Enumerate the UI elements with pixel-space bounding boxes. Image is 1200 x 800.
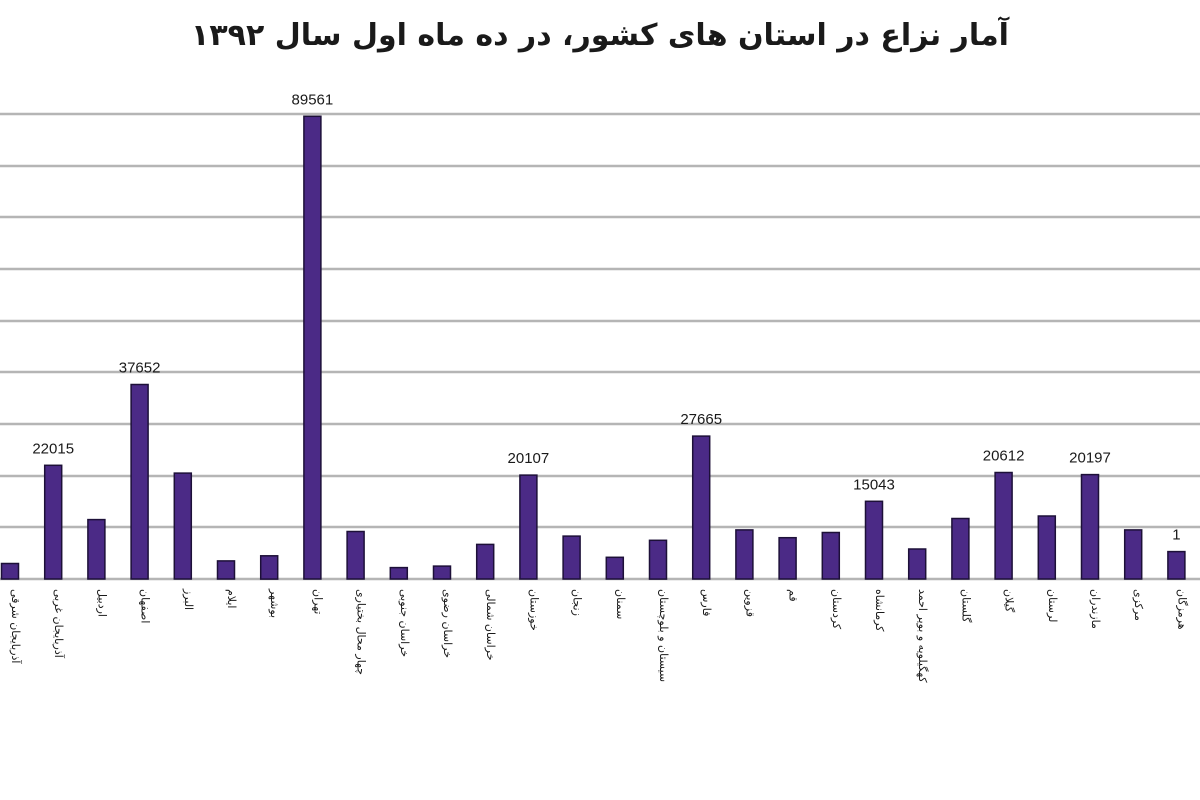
data-label: 37652 — [119, 360, 161, 377]
data-label: 15043 — [853, 476, 895, 493]
bar — [259, 555, 279, 580]
bars — [0, 115, 1186, 580]
bar — [864, 500, 884, 580]
category-tick-label: مرکزی — [1132, 589, 1145, 621]
bar — [475, 543, 495, 580]
category-tick-label: کرمانشاه — [873, 589, 886, 632]
chart-title: آمار نزاع در استان های کشور، در ده ماه ا… — [191, 18, 1009, 53]
bar — [43, 464, 63, 580]
category-tick-label: خراسان رضوی — [441, 589, 454, 658]
bar — [0, 562, 20, 580]
category-tick-label: قم — [787, 589, 800, 602]
bar — [519, 474, 538, 580]
bar — [691, 435, 711, 580]
data-label: 20107 — [508, 450, 550, 467]
gridlines — [0, 112, 1200, 581]
bar — [130, 383, 149, 580]
data-label: 27665 — [680, 411, 722, 428]
bar — [303, 115, 322, 580]
category-tick-labels: آذربایجان شرقی آذربایجان غربی اردبیل اصفهان… — [9, 588, 1188, 683]
category-tick-label: لرستان — [1046, 589, 1059, 622]
category-tick-label: گلستان — [959, 589, 972, 623]
bar — [778, 536, 797, 580]
bar — [173, 472, 193, 580]
data-label: 1 — [1172, 527, 1180, 544]
data-label: 20612 — [983, 448, 1025, 465]
category-tick-label: تهران — [311, 589, 324, 614]
bar — [735, 529, 754, 580]
bar — [87, 518, 106, 580]
category-tick-label: گیلان — [1003, 589, 1016, 613]
bar — [432, 565, 452, 580]
bar — [907, 548, 927, 580]
category-tick-label: سمنان — [614, 589, 627, 619]
bar — [821, 531, 841, 580]
bar — [1037, 515, 1057, 580]
data-label: 22015 — [32, 440, 74, 457]
category-tick-label: زنجان — [571, 589, 584, 616]
bar — [562, 535, 581, 580]
category-tick-label: خراسان شمالی — [484, 589, 497, 661]
bar — [389, 566, 409, 580]
category-tick-label: اصفهان — [139, 589, 152, 623]
category-tick-label: خراسان جنوبی — [398, 589, 411, 657]
category-tick-label: خوزستان — [527, 589, 540, 631]
category-tick-label: کردستان — [830, 589, 843, 630]
category-tick-label: چهار محال بختیاری — [355, 589, 368, 675]
data-labels: 22015 37652 89561 20107 27665 15043 20612 20197… — [32, 91, 1180, 543]
bar — [216, 560, 236, 580]
category-tick-label: کهگیلویه و بویر احمد — [916, 589, 929, 683]
category-tick-label: مازندران — [1089, 589, 1102, 629]
category-tick-label: بوشهر — [268, 588, 281, 618]
category-tick-label: قزوین — [743, 589, 756, 617]
bar — [951, 517, 970, 580]
category-tick-label: فارس — [700, 589, 713, 616]
category-tick-label: هرمزگان — [1175, 589, 1188, 630]
data-label: 89561 — [292, 91, 334, 108]
bar — [605, 556, 625, 580]
data-label: 20197 — [1069, 450, 1111, 467]
bar — [1080, 473, 1100, 580]
bar — [1123, 529, 1143, 580]
bar — [648, 539, 668, 580]
category-tick-label: ایلام — [225, 589, 238, 609]
category-tick-label: البرز — [182, 588, 195, 610]
bar — [994, 471, 1013, 580]
category-tick-label: اردبیل — [95, 589, 108, 617]
category-tick-label: آذربایجان غربی — [52, 589, 66, 659]
bar — [346, 530, 365, 580]
bar — [1167, 550, 1186, 580]
category-tick-label: آذربایجان شرقی — [9, 589, 23, 664]
category-tick-label: سیستان و بلوچستان — [657, 589, 670, 682]
